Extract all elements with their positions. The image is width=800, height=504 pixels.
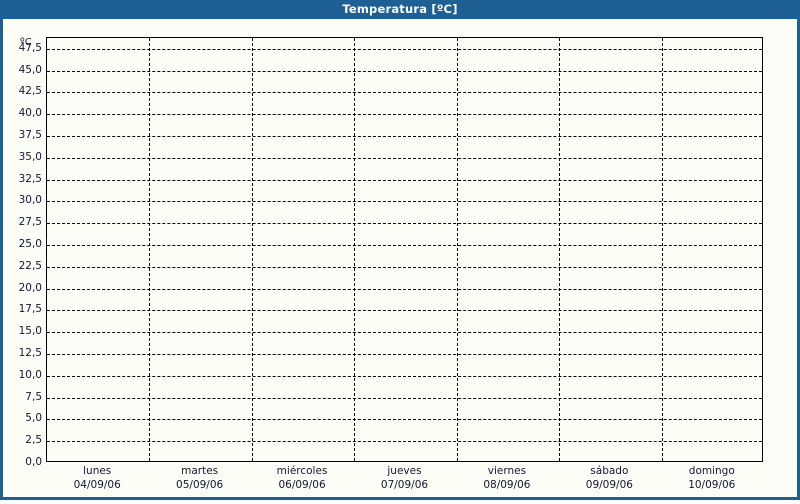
gridline-horizontal <box>47 48 762 50</box>
x-axis-day-label: domingo <box>688 465 735 477</box>
x-axis-date-label: 09/09/06 <box>585 479 633 492</box>
gridline-horizontal <box>47 157 762 159</box>
y-axis-tick-label: 5,0 <box>25 412 42 425</box>
x-axis-date-label: 06/09/06 <box>278 479 326 492</box>
y-axis-tick-label: 25,0 <box>18 238 42 251</box>
y-axis-tick-label: 17,5 <box>18 303 42 316</box>
x-axis-tick-group: domingo 10/09/06 <box>661 464 763 492</box>
plot-area <box>46 37 763 462</box>
x-axis-tick-group: miércoles 06/09/06 <box>251 464 353 492</box>
gridline-horizontal <box>47 223 762 225</box>
y-axis-tick-label: 7,5 <box>25 390 42 403</box>
x-axis-tick-group: jueves 07/09/06 <box>353 464 455 492</box>
x-axis-day-label: jueves <box>387 465 422 477</box>
x-axis-tick-group: viernes 08/09/06 <box>456 464 558 492</box>
y-axis-tick-label: 10,0 <box>18 368 42 381</box>
y-axis-tick-label: 42,5 <box>18 85 42 98</box>
gridline-horizontal <box>47 288 762 290</box>
gridline-horizontal <box>47 92 762 94</box>
gridline-horizontal <box>47 354 762 356</box>
window-title-bar: Temperatura [ºC] <box>0 0 800 19</box>
gridline-horizontal <box>47 201 762 203</box>
y-axis-tick-label: 47,5 <box>18 41 42 54</box>
gridline-horizontal <box>47 70 762 72</box>
y-axis-tick-label: 40,0 <box>18 107 42 120</box>
x-axis-day-label: sábado <box>590 465 629 477</box>
x-axis-day-label: lunes <box>83 465 112 477</box>
y-axis-tick-label: 32,5 <box>18 172 42 185</box>
y-axis-tick-label: 35,0 <box>18 150 42 163</box>
y-axis-tick-label: 27,5 <box>18 216 42 229</box>
x-axis-day-label: viernes <box>487 465 527 477</box>
y-axis-tick-labels: 47,5 45,0 42,5 40,0 37,5 35,0 32,5 30,0 27,5 25,0… <box>3 19 42 497</box>
x-axis-day-label: martes <box>181 465 219 477</box>
x-axis-date-label: 04/09/06 <box>73 479 121 492</box>
chart-canvas: ºC 47,5 45,0 42,5 40,0 37,5 35,0 32,5 30,0 27,5 2… <box>3 19 797 497</box>
gridline-horizontal <box>47 114 762 116</box>
gridline-vertical <box>251 38 253 461</box>
y-axis-tick-label: 45,0 <box>18 63 42 76</box>
y-axis-tick-label: 2,5 <box>25 434 42 447</box>
y-axis-tick-label: 0,0 <box>25 456 42 468</box>
x-axis-date-label: 07/09/06 <box>380 479 429 492</box>
gridline-horizontal <box>47 375 762 377</box>
gridline-horizontal <box>47 179 762 181</box>
gridline-horizontal <box>47 136 762 138</box>
page-title: Temperatura [ºC] <box>342 1 458 16</box>
x-axis-day-label: miércoles <box>276 465 328 477</box>
x-axis-date-label: 08/09/06 <box>483 479 531 492</box>
gridline-horizontal <box>47 332 762 334</box>
gridline-vertical <box>661 38 663 461</box>
y-axis-tick-label: 37,5 <box>18 129 42 142</box>
x-axis-date-label: 10/09/06 <box>688 479 736 492</box>
x-axis-tick-group: sábado 09/09/06 <box>558 464 660 492</box>
gridline-vertical <box>456 38 458 461</box>
gridline-horizontal <box>47 266 762 268</box>
gridline-vertical <box>559 38 561 461</box>
x-axis-date-label: 05/09/06 <box>176 479 224 492</box>
y-axis-tick-label: 20,0 <box>18 281 42 294</box>
y-axis-tick-label: 15,0 <box>18 325 42 338</box>
gridline-vertical <box>149 38 151 461</box>
x-axis-tick-labels: lunes 04/09/06 martes 05/09/06 miércoles 06/0… <box>46 464 763 504</box>
gridline-horizontal <box>47 310 762 312</box>
x-axis-tick-group: lunes 04/09/06 <box>46 464 148 492</box>
gridline-horizontal <box>47 441 762 443</box>
y-axis-tick-label: 22,5 <box>18 259 42 272</box>
gridline-vertical <box>354 38 356 461</box>
y-axis-unit-label: ºC <box>20 37 32 48</box>
gridline-horizontal <box>47 397 762 399</box>
y-axis-tick-label: 12,5 <box>18 347 42 360</box>
window-frame: ºC 47,5 45,0 42,5 40,0 37,5 35,0 32,5 30,0 27,5 2… <box>0 19 800 500</box>
y-axis-tick-label: 30,0 <box>18 194 42 207</box>
x-axis-tick-group: martes 05/09/06 <box>148 464 250 492</box>
gridline-horizontal <box>47 245 762 247</box>
gridline-horizontal <box>47 419 762 421</box>
